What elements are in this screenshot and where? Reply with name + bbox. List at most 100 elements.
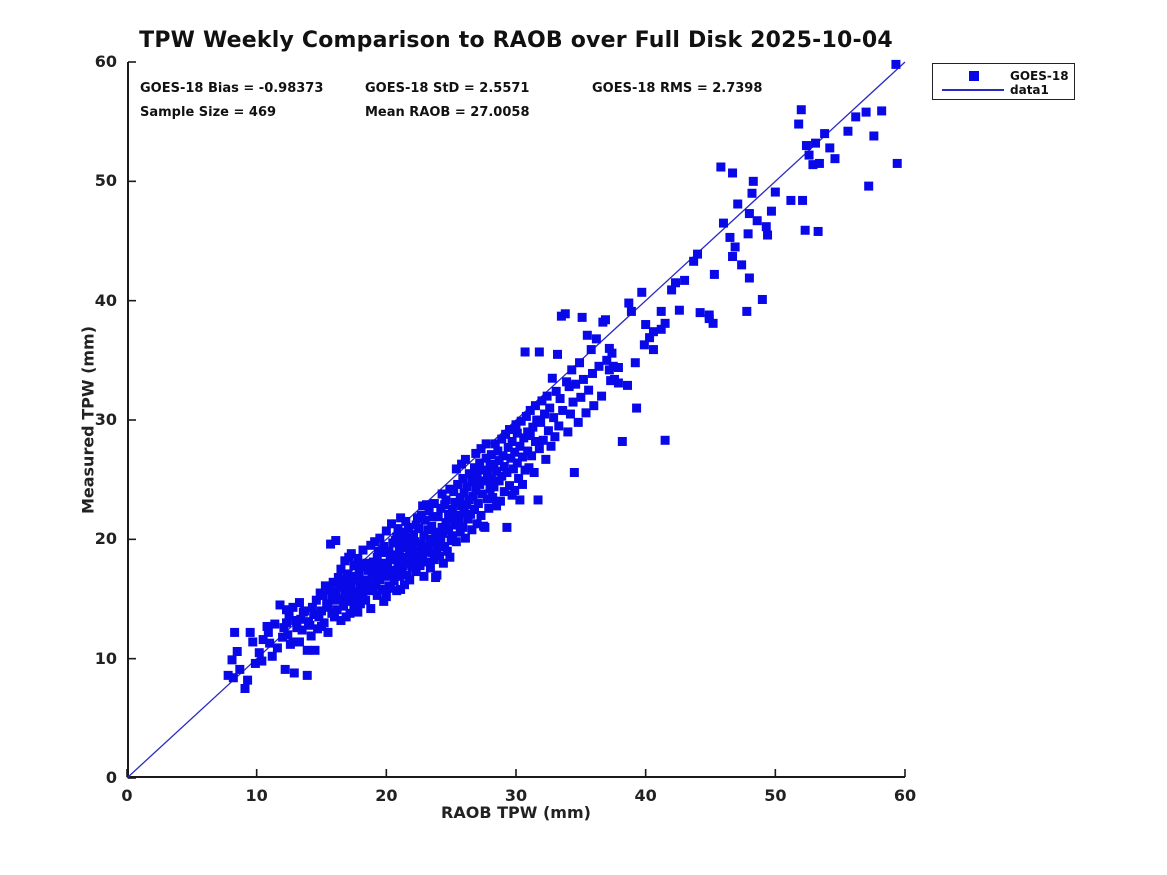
- scatter-point: [315, 588, 325, 598]
- scatter-point: [488, 493, 498, 503]
- scatter-point: [458, 473, 468, 483]
- legend-line-swatch: [942, 89, 1004, 91]
- scatter-point: [422, 557, 432, 567]
- scatter-point: [279, 623, 289, 633]
- scatter-point: [296, 614, 306, 624]
- scatter-point: [324, 584, 334, 594]
- scatter-point: [363, 582, 373, 592]
- scatter-point: [582, 330, 592, 340]
- scatter-point: [794, 119, 804, 129]
- scatter-point: [415, 561, 425, 571]
- scatter-point: [402, 543, 412, 553]
- scatter-point: [801, 141, 811, 151]
- scatter-point: [459, 488, 469, 498]
- scatter-point: [280, 664, 290, 674]
- scatter-point: [333, 573, 343, 583]
- scatter-point: [429, 499, 439, 509]
- scatter-point: [761, 222, 771, 232]
- scatter-point: [340, 590, 350, 600]
- scatter-point: [300, 606, 310, 616]
- scatter-point: [575, 358, 585, 368]
- scatter-point: [292, 623, 302, 633]
- stat-sample: Sample Size = 469: [140, 105, 277, 120]
- scatter-point: [267, 651, 277, 661]
- scatter-point: [444, 509, 454, 519]
- scatter-point: [431, 573, 441, 583]
- scatter-point: [510, 447, 520, 457]
- scatter-point: [254, 648, 264, 658]
- scatter-point: [428, 512, 438, 522]
- scatter-point: [381, 592, 391, 602]
- scatter-point: [451, 464, 461, 474]
- scatter-point: [288, 602, 298, 612]
- scatter-point: [370, 537, 380, 547]
- plot-canvas: [126, 59, 906, 779]
- y-tick-label: 10: [94, 648, 117, 668]
- scatter-point: [355, 581, 365, 591]
- scatter-point: [814, 158, 824, 168]
- scatter-point: [374, 546, 384, 556]
- scatter-point: [798, 195, 808, 205]
- legend-row-data1: data1: [933, 83, 1074, 97]
- scatter-point: [637, 287, 647, 297]
- scatter-point: [463, 514, 473, 524]
- scatter-point: [473, 499, 483, 509]
- scatter-point: [718, 218, 728, 228]
- scatter-point: [359, 562, 369, 572]
- stat-rms: GOES-18 RMS = 2.7398: [592, 81, 763, 96]
- scatter-point: [489, 459, 499, 469]
- scatter-point: [394, 571, 404, 581]
- scatter-point: [660, 318, 670, 328]
- scatter-point: [523, 446, 533, 456]
- scatter-point: [309, 610, 319, 620]
- scatter-point: [490, 439, 500, 449]
- scatter-point: [336, 615, 346, 625]
- scatter-point: [357, 576, 367, 586]
- scatter-point: [470, 463, 480, 473]
- scatter-point: [366, 604, 376, 614]
- scatter-point: [830, 154, 840, 164]
- scatter-point: [323, 602, 333, 612]
- scatter-point: [480, 476, 490, 486]
- scatter-point: [283, 630, 293, 640]
- scatter-point: [341, 612, 351, 622]
- scatter-point: [297, 625, 307, 635]
- legend-row-goes18: GOES-18: [933, 69, 1074, 83]
- scatter-point: [358, 545, 368, 555]
- scatter-point: [494, 476, 504, 486]
- scatter-point: [648, 327, 658, 337]
- scatter-point: [467, 525, 477, 535]
- scatter-point: [546, 441, 556, 451]
- scatter-point: [397, 567, 407, 577]
- scatter-point: [464, 469, 474, 479]
- scatter-point: [497, 471, 507, 481]
- scatter-point: [891, 59, 901, 69]
- scatter-point: [536, 417, 546, 427]
- scatter-point: [728, 252, 738, 262]
- scatter-point: [371, 580, 381, 590]
- scatter-point: [411, 567, 421, 577]
- scatter-point: [693, 249, 703, 259]
- scatter-point: [543, 426, 553, 436]
- scatter-point: [418, 550, 428, 560]
- scatter-point: [304, 617, 314, 627]
- scatter-point: [375, 575, 385, 585]
- scatter-point: [396, 584, 406, 594]
- scatter-point: [420, 541, 430, 551]
- scatter-point: [446, 536, 456, 546]
- scatter-point: [291, 615, 301, 625]
- scatter-point: [499, 487, 509, 497]
- scatter-point: [437, 489, 447, 499]
- scatter-point: [549, 413, 559, 423]
- scatter-point: [326, 539, 336, 549]
- scatter-point: [394, 544, 404, 554]
- scatter-point: [645, 333, 655, 343]
- scatter-point: [361, 595, 371, 605]
- scatter-point: [310, 645, 320, 655]
- legend-marker-swatch: [969, 71, 979, 81]
- scatter-point: [511, 420, 521, 430]
- scatter-point: [744, 273, 754, 283]
- scatter-point: [604, 343, 614, 353]
- scatter-point: [550, 432, 560, 442]
- scatter-point: [510, 485, 520, 495]
